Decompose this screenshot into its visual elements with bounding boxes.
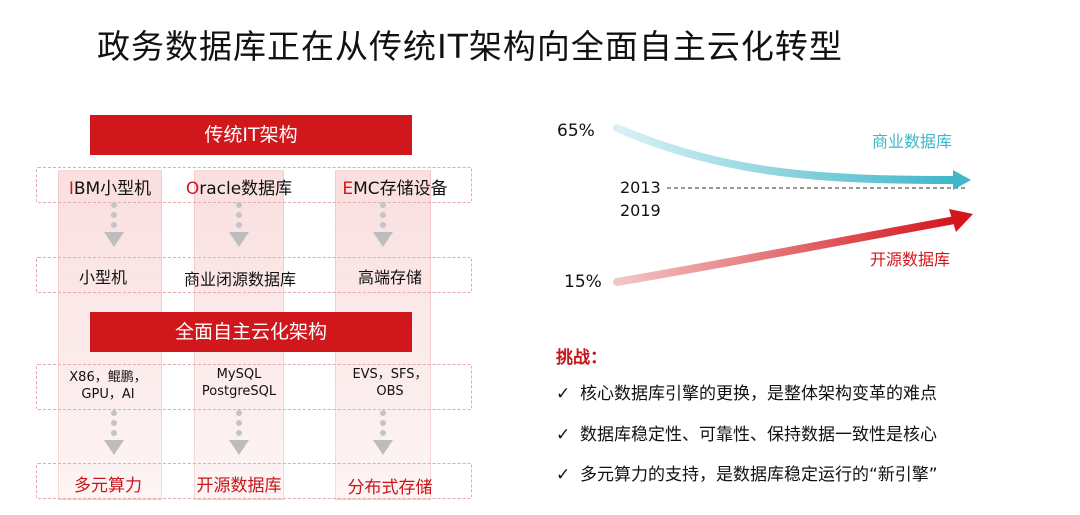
arrow-down-icon <box>227 410 251 455</box>
check-icon: ✓ <box>556 465 571 485</box>
vendor-ibm: IBM小型机 <box>68 179 152 199</box>
commercial-start-value: 65% <box>557 121 595 141</box>
page-title: 政务数据库正在从传统IT架构向全面自主云化转型 <box>97 27 843 66</box>
cloud-input-compute: X86，鲲鹏， GPU，AI <box>69 370 147 402</box>
cloud-input-storage: EVS，SFS， OBS <box>352 367 428 399</box>
series-label-open: 开源数据库 <box>870 250 951 269</box>
cloud-output-compute: 多元算力 <box>74 476 142 496</box>
check-icon: ✓ <box>556 384 571 404</box>
legacy-architecture-header: 传统IT架构 <box>90 115 412 155</box>
open-trend-line <box>613 216 959 286</box>
arrow-down-icon <box>371 410 395 455</box>
legacy-output-minicomputer: 小型机 <box>78 268 127 287</box>
cloud-input-row <box>36 364 472 410</box>
vendor-oracle: Oracle数据库 <box>185 179 293 199</box>
legacy-vendor-row <box>36 167 472 203</box>
cloud-input-database: MySQL PostgreSQL <box>201 367 277 399</box>
commercial-trend-line <box>613 124 957 184</box>
cloud-output-row <box>36 463 472 499</box>
cloud-output-distributed-storage: 分布式存储 <box>347 478 433 498</box>
cloud-output-open-db: 开源数据库 <box>196 476 282 496</box>
database-trend-chart <box>613 124 973 286</box>
challenges-heading: 挑战： <box>556 348 607 368</box>
challenge-item: ✓ 多元算力的支持，是数据库稳定运行的“新引擎” <box>556 465 938 485</box>
check-icon: ✓ <box>556 425 571 445</box>
challenge-item: ✓ 核心数据库引擎的更换，是整体架构变革的难点 <box>556 384 937 404</box>
legacy-output-row <box>36 257 472 293</box>
commercial-arrow-head <box>953 170 971 190</box>
arrow-down-icon <box>102 202 126 247</box>
open-start-value: 15% <box>564 272 602 292</box>
year-start: 2013 <box>620 178 661 197</box>
arrow-down-icon <box>102 410 126 455</box>
arrow-down-icon <box>227 202 251 247</box>
legacy-output-closed-db: 商业闭源数据库 <box>183 270 296 289</box>
legacy-output-storage: 高端存储 <box>357 268 422 287</box>
open-arrow-head <box>949 209 973 232</box>
vendor-emc: EMC存储设备 <box>342 179 448 199</box>
arrow-down-icon <box>371 202 395 247</box>
challenge-item: ✓ 数据库稳定性、可靠性、保持数据一致性是核心 <box>556 425 937 445</box>
series-label-commercial: 商业数据库 <box>872 132 953 151</box>
year-end: 2019 <box>620 201 661 220</box>
cloud-architecture-header: 全面自主云化架构 <box>90 312 412 352</box>
